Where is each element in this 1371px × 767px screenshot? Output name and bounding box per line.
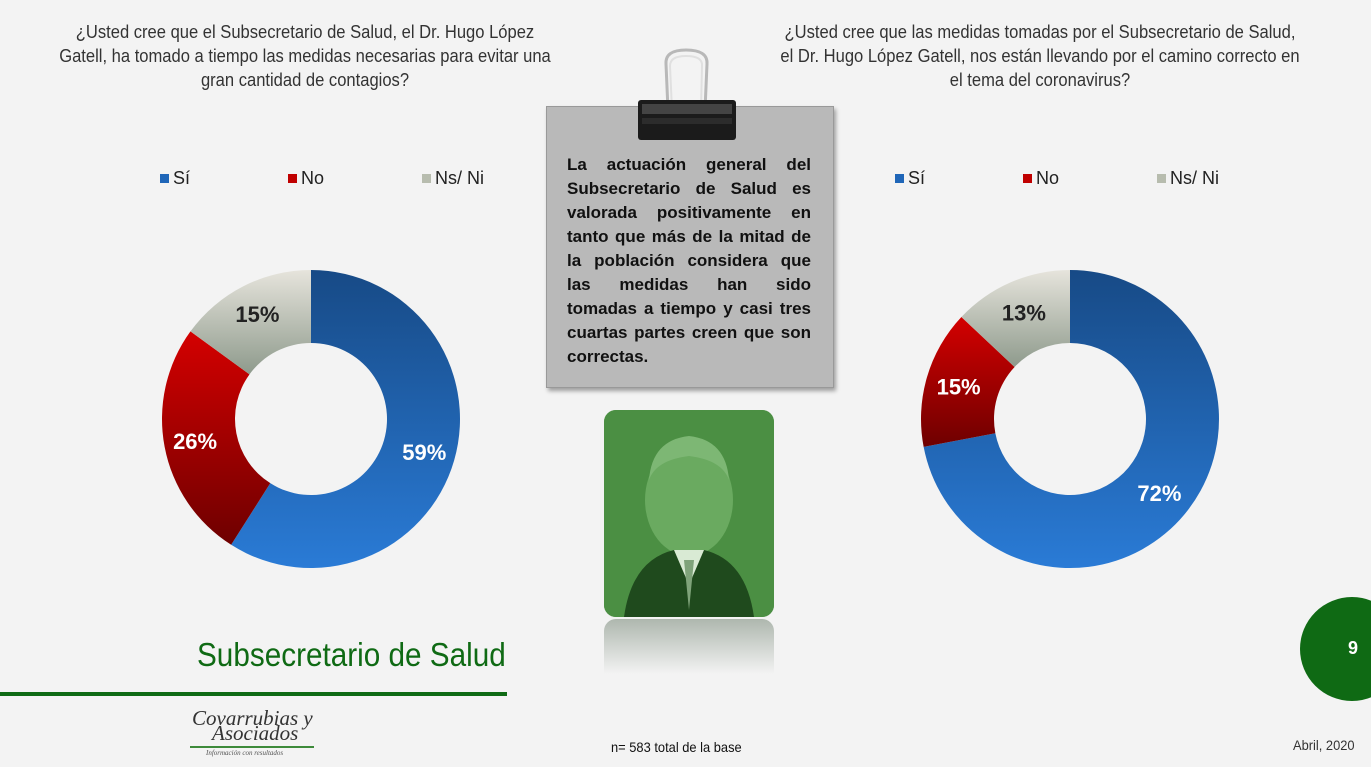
right-donut-chart: 72% 15% 13% bbox=[921, 270, 1219, 568]
portrait-photo bbox=[604, 410, 774, 617]
legend-swatch-si bbox=[160, 174, 169, 183]
slice-no-label: 26% bbox=[173, 429, 217, 454]
sample-footnote: n= 583 total de la base bbox=[611, 739, 742, 755]
legend-label-si: Sí bbox=[173, 168, 191, 188]
slice-nsni-label: 15% bbox=[235, 302, 279, 327]
legend-label-no: No bbox=[1036, 168, 1060, 188]
left-donut-chart: 59% 26% 15% bbox=[161, 270, 461, 568]
slice-si-label: 59% bbox=[402, 440, 446, 465]
slice-nsni bbox=[190, 270, 311, 375]
slice-no bbox=[921, 317, 1015, 447]
slice-no-label: 15% bbox=[937, 375, 981, 400]
slice-si-label: 72% bbox=[1137, 481, 1181, 506]
binder-clip-icon bbox=[638, 48, 736, 140]
logo-bar bbox=[190, 746, 314, 748]
legend-item-nsni: Ns/ Ni bbox=[422, 168, 484, 189]
legend-swatch-nsni bbox=[1157, 174, 1166, 183]
note-text: La actuación general del Subsecretario d… bbox=[567, 155, 811, 366]
company-logo: Covarrubias y Asociados Información con … bbox=[190, 706, 320, 760]
legend-swatch-si bbox=[895, 174, 904, 183]
legend-item-no: No bbox=[1023, 168, 1059, 189]
legend-label-si: Sí bbox=[908, 168, 926, 188]
portrait-reflection bbox=[604, 619, 774, 674]
note-box: La actuación general del Subsecretario d… bbox=[546, 106, 834, 388]
legend-item-si: Sí bbox=[160, 168, 190, 189]
slice-si bbox=[923, 270, 1219, 568]
legend-item-nsni: Ns/ Ni bbox=[1157, 168, 1219, 189]
slice-nsni bbox=[961, 270, 1070, 367]
legend-item-si: Sí bbox=[895, 168, 925, 189]
logo-line2: Asociados bbox=[212, 721, 299, 745]
date-label: Abril, 2020 bbox=[1293, 737, 1355, 753]
legend-label-no: No bbox=[301, 168, 325, 188]
green-divider bbox=[0, 692, 507, 696]
slice-nsni-label: 13% bbox=[1002, 301, 1046, 326]
legend-swatch-no bbox=[1023, 174, 1032, 183]
legend-swatch-nsni bbox=[422, 174, 431, 183]
right-question: ¿Usted cree que las medidas tomadas por … bbox=[780, 22, 1300, 90]
section-title: Subsecretario de Salud bbox=[197, 636, 506, 673]
left-question: ¿Usted cree que el Subsecretario de Salu… bbox=[59, 22, 551, 90]
slice-si bbox=[231, 270, 461, 568]
logo-line1: Covarrubias y bbox=[192, 706, 313, 730]
logo-tagline: Información con resultados bbox=[206, 749, 284, 757]
legend-swatch-no bbox=[288, 174, 297, 183]
legend-label-nsni: Ns/ Ni bbox=[435, 168, 484, 188]
legend-label-nsni: Ns/ Ni bbox=[1170, 168, 1219, 188]
legend-item-no: No bbox=[288, 168, 324, 189]
page-number-badge: 9 bbox=[1300, 597, 1371, 701]
page-number: 9 bbox=[1348, 638, 1359, 658]
slice-no bbox=[161, 331, 271, 545]
